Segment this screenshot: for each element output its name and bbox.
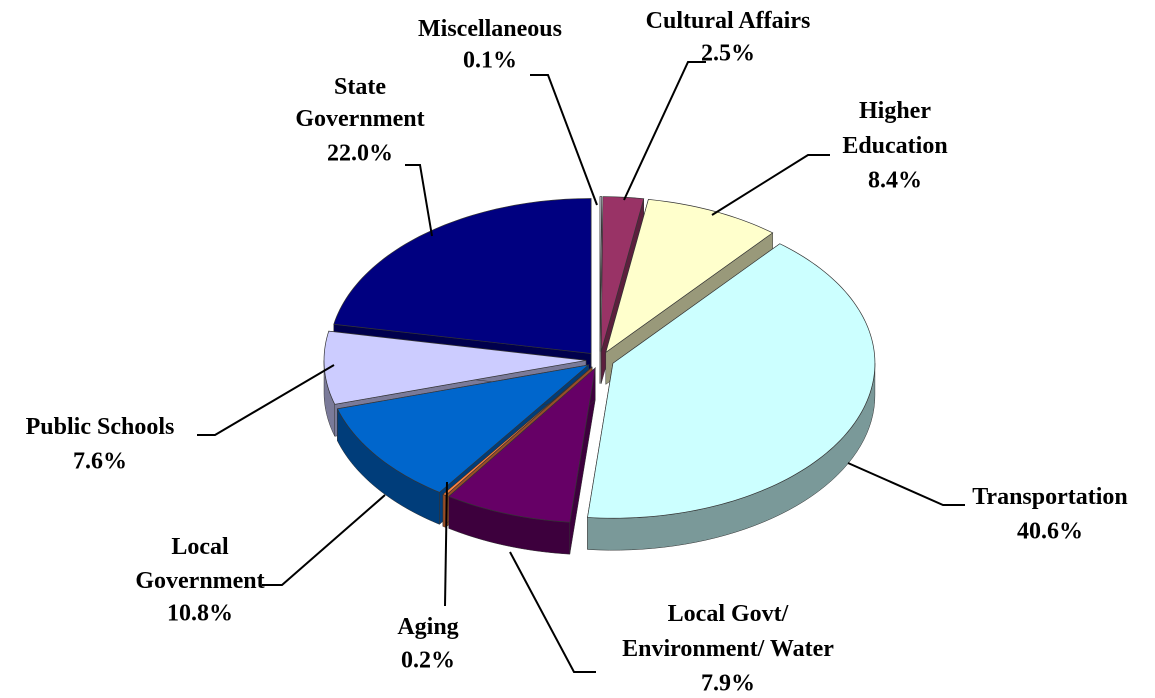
leader-line <box>197 364 335 436</box>
slice-label: State Government <box>295 74 424 132</box>
leader-line <box>623 61 706 201</box>
slice <box>605 199 774 354</box>
slice-label: Aging <box>397 614 458 640</box>
slice-value-label: 10.8% <box>167 601 233 627</box>
slice-label: Cultural Affairs <box>646 8 811 34</box>
leader-line <box>530 74 598 206</box>
leader-line <box>405 164 433 237</box>
slice <box>323 330 587 405</box>
slice <box>333 198 592 354</box>
slice-label: Local Government <box>135 534 264 594</box>
slice-value-label: 2.5% <box>701 41 755 67</box>
slice <box>336 364 590 493</box>
slice-value-label: 0.2% <box>401 648 455 674</box>
slice <box>442 366 593 496</box>
leader-line <box>509 551 596 673</box>
slice-label: Higher Education <box>842 98 947 159</box>
leader-line <box>847 462 965 506</box>
slice <box>587 243 876 519</box>
slice-label: Transportation <box>972 484 1128 510</box>
leader-line <box>444 481 448 607</box>
leader-line <box>711 154 830 216</box>
slice-value-label: 7.9% <box>701 671 755 697</box>
slice-label: Miscellaneous <box>418 16 562 42</box>
slice <box>600 196 645 352</box>
leader-line <box>262 494 386 586</box>
slice-value-label: 0.1% <box>463 48 517 74</box>
slice <box>448 366 596 523</box>
slice-label: Public Schools <box>26 414 175 440</box>
slice-value-label: 22.0% <box>327 141 393 167</box>
slice-side <box>442 493 446 528</box>
slice-value-label: 8.4% <box>868 168 922 194</box>
slice <box>599 196 603 352</box>
slice-value-label: 7.6% <box>73 449 127 475</box>
slice-label: Local Govt/Environment/ Water <box>622 601 834 662</box>
slice-value-label: 40.6% <box>1017 519 1083 545</box>
